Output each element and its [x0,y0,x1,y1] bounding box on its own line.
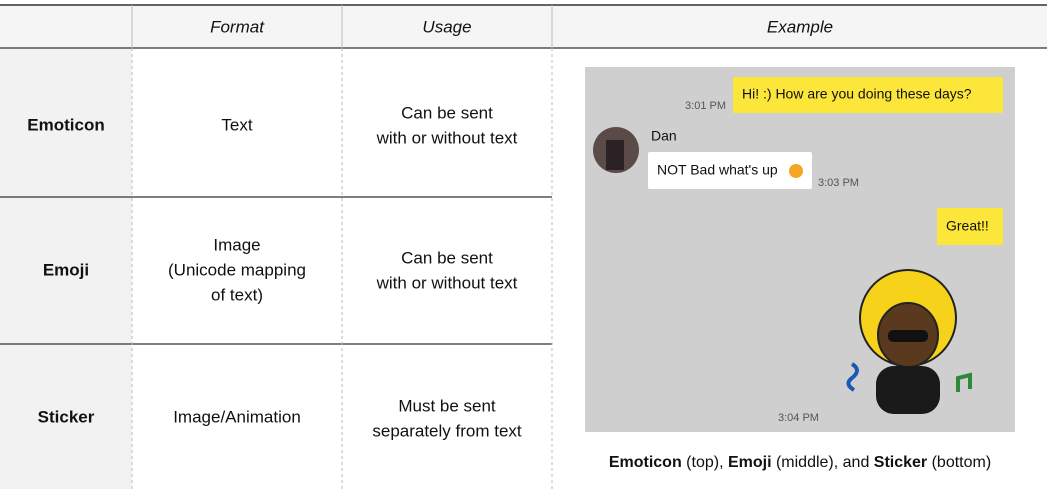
format-cell: Image [213,235,260,254]
sticker [846,269,972,414]
bubble-yellow [733,77,1003,113]
message-text: Hi! :) How are you doing these days? [742,86,972,102]
row-header: Emoji [43,260,89,279]
usage-cell: Can be sent [401,248,493,267]
usage-cell: separately from text [372,421,522,440]
message-time: 3:04 PM [778,412,819,424]
sticker-note [956,372,972,392]
caption: Emoticon (top), Emoji (middle), and Stic… [609,454,991,471]
usage-cell: Can be sent [401,103,493,122]
sticker-glasses [888,330,928,342]
row-header-bg [0,48,132,489]
message-time: 3:03 PM [818,177,859,189]
column-header: Example [767,17,833,36]
row-header: Sticker [38,407,95,426]
table-rules [0,4,1047,345]
caption-part: (bottom) [927,454,991,471]
sticker-body [876,366,940,414]
row-header: Emoticon [27,115,104,134]
format-cell: Image/Animation [173,407,301,426]
emoji-icon [789,164,803,178]
column-header: Format [210,17,265,36]
column-header: Usage [422,17,471,36]
header-bg [0,5,1047,48]
message-time: 3:01 PM [685,100,726,112]
column-rules [131,5,553,489]
usage-cell: with or without text [376,128,518,147]
sender-name: Dan [651,128,677,144]
bubble-white [648,152,812,189]
caption-part: (middle), and [772,454,874,471]
usage-cell: with or without text [376,273,518,292]
avatar-figure [606,140,624,170]
bubble-yellow [937,208,1003,245]
caption-part: Emoticon [609,454,682,471]
format-cell: of text) [211,285,263,304]
format-cell: Text [221,115,252,134]
caption-part: Emoji [728,454,772,471]
chat-bg [585,67,1015,432]
caption-part: (top), [682,454,728,471]
message-text: NOT Bad what's up [657,162,778,178]
message-text: Great!! [946,218,989,234]
caption-part: Sticker [874,454,927,471]
format-cell: (Unicode mapping [168,260,306,279]
chat-screenshot: Hi! :) How are you doing these days? 3:0… [585,67,1015,432]
usage-cell: Must be sent [398,396,496,415]
sticker-note [846,362,859,392]
